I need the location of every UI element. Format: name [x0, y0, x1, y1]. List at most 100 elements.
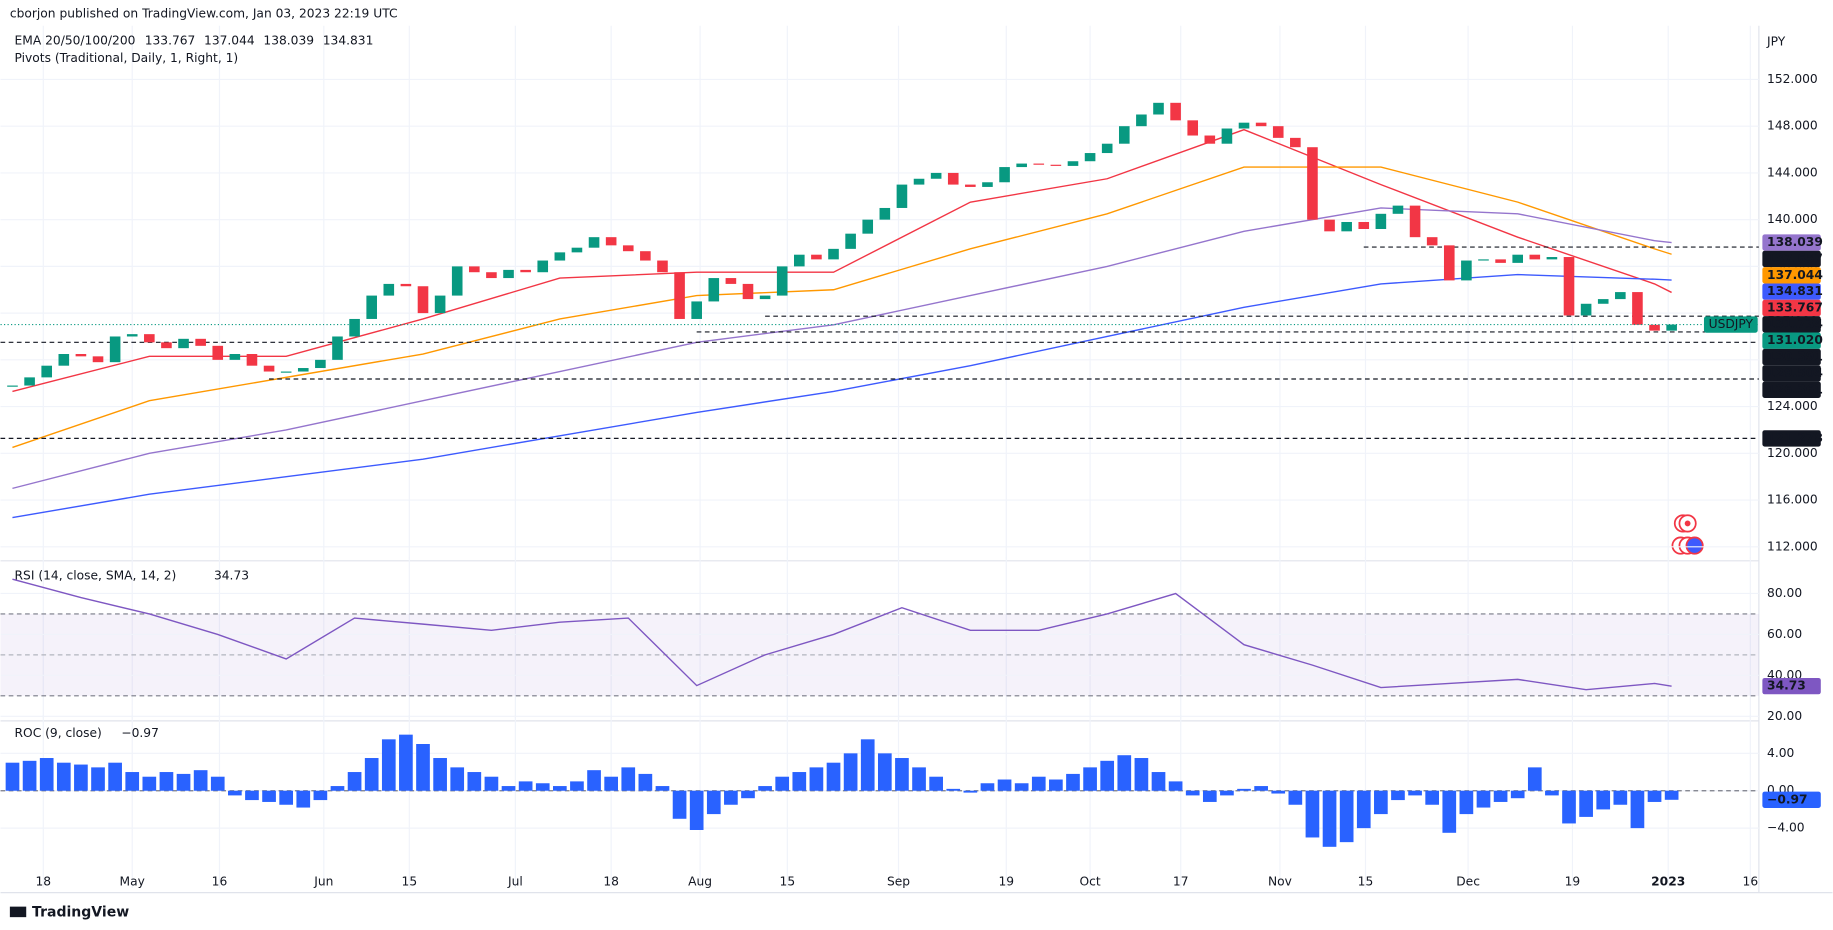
candle [657, 260, 668, 273]
candle [75, 354, 87, 357]
roc-bar [1220, 790, 1234, 796]
candle [383, 283, 395, 296]
roc-bar [1151, 772, 1166, 791]
roc-bar [1356, 790, 1371, 829]
panel-value: 34.73 [214, 568, 249, 582]
roc-bar [929, 776, 943, 791]
roc-bar [125, 772, 140, 791]
roc-bar [1579, 790, 1593, 817]
x-tick-label: 15 [1358, 875, 1374, 889]
candle [229, 354, 241, 360]
roc-bar [1647, 790, 1662, 802]
candle [178, 338, 189, 349]
candle [725, 278, 737, 284]
price-label-box [1762, 283, 1821, 300]
candle [263, 365, 275, 372]
roc-bar [1185, 790, 1200, 796]
roc-bar [484, 776, 499, 791]
roc-bar [279, 790, 294, 805]
price-label-box [1762, 332, 1821, 349]
roc-bar [587, 770, 601, 791]
x-tick-label: 18 [603, 875, 619, 889]
candle [1666, 324, 1677, 331]
y-tick-label: 112.000 [1767, 539, 1818, 553]
panel-value: −0.97 [121, 726, 159, 740]
y-tick-label: −4.00 [1767, 821, 1805, 835]
x-tick-label: Sep [887, 875, 910, 889]
ema-legend-value: 137.044 [204, 33, 255, 47]
price-label: −0.97 [1767, 792, 1808, 806]
roc-bar [262, 790, 276, 802]
candle [1563, 257, 1575, 316]
roc-bar [467, 772, 482, 791]
candle [195, 338, 206, 346]
candle [1238, 122, 1250, 129]
roc-bar [56, 762, 71, 791]
roc-bar [758, 786, 772, 791]
candle [1067, 161, 1079, 166]
candle [1272, 126, 1284, 138]
roc-bar [450, 767, 465, 791]
roc-bar [672, 790, 687, 819]
candle [1529, 254, 1541, 260]
x-tick-label: Dec [1456, 875, 1480, 889]
x-tick-label: Aug [688, 875, 712, 889]
candle [1358, 221, 1370, 229]
y-tick-label: 80.00 [1767, 586, 1802, 600]
candle [434, 295, 446, 314]
candle [1307, 147, 1318, 220]
candle [144, 334, 155, 343]
ema-line [12, 128, 1672, 393]
candle [1409, 205, 1421, 238]
roc-bar [1202, 790, 1217, 802]
candle [1478, 259, 1489, 261]
candle [1546, 257, 1558, 260]
roc-bar [313, 790, 328, 801]
candle [1615, 292, 1626, 300]
panel-title: RSI (14, close, SMA, 14, 2) [15, 568, 177, 582]
roc-bar [621, 767, 636, 791]
roc-bar [775, 776, 790, 791]
candle [1204, 135, 1216, 144]
roc-bar [1271, 790, 1286, 794]
roc-bar [570, 781, 584, 791]
candle [1426, 237, 1438, 246]
roc-bar [245, 790, 259, 801]
roc-bar [193, 770, 208, 791]
x-tick-label: Jul [507, 875, 523, 889]
price-label-box [1762, 381, 1821, 398]
candle [554, 252, 566, 261]
candle [828, 248, 839, 260]
roc-bar [604, 776, 618, 791]
x-tick-label: 15 [780, 875, 796, 889]
candle [759, 295, 771, 300]
candle [41, 365, 53, 378]
roc-bar [176, 773, 191, 791]
y-tick-label: 120.000 [1767, 446, 1818, 460]
x-tick-label: 2023 [1651, 875, 1685, 889]
x-tick-label: May [120, 875, 145, 889]
x-tick-label: 17 [1173, 875, 1189, 889]
roc-bar [347, 772, 362, 791]
price-label: 133.767 [1767, 300, 1823, 314]
price-label-box [1762, 791, 1821, 808]
y-tick-label: 144.000 [1767, 165, 1818, 179]
price-label: 34.73 [1767, 679, 1806, 693]
roc-bar [946, 788, 961, 791]
roc-bar [1031, 776, 1046, 791]
y-tick-label: 148.000 [1767, 119, 1818, 133]
candle [1016, 163, 1027, 168]
candle [451, 266, 463, 296]
candle [1084, 153, 1096, 162]
roc-bar [1613, 790, 1628, 805]
roc-bar [809, 767, 824, 791]
roc-bar [381, 739, 396, 791]
roc-bar [1254, 786, 1268, 791]
rsi-line [12, 578, 1672, 691]
roc-bar [330, 786, 345, 791]
publisher: cborjon published on TradingView.com, Ja… [10, 7, 398, 21]
price-label-box [1762, 365, 1821, 382]
candle [674, 272, 685, 319]
price-label: 130.391 [1767, 350, 1823, 364]
roc-bar [1476, 790, 1491, 808]
